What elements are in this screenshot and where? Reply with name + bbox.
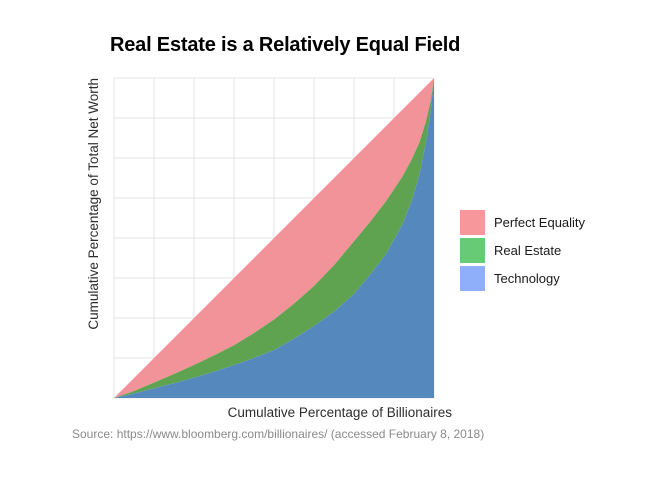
area-perfect-equality bbox=[114, 78, 434, 398]
legend-swatch-technology bbox=[460, 266, 485, 291]
legend-label-real-estate: Real Estate bbox=[494, 243, 562, 258]
chart-title: Real Estate is a Relatively Equal Field bbox=[110, 34, 461, 56]
legend-label-technology: Technology bbox=[494, 271, 560, 286]
legend-swatch-perfect-equality bbox=[460, 210, 485, 235]
legend-swatch-real-estate bbox=[460, 238, 485, 263]
legend-item-real-estate: Real Estate bbox=[460, 238, 585, 263]
legend-item-technology: Technology bbox=[460, 266, 585, 291]
source-caption: Source: https://www.bloomberg.com/billio… bbox=[72, 427, 485, 441]
area-real-estate bbox=[114, 78, 434, 398]
y-axis-label: Cumulative Percentage of Total Net Worth bbox=[86, 78, 101, 330]
area-technology bbox=[114, 78, 434, 398]
lorenz-areas bbox=[114, 78, 434, 398]
legend-label-perfect-equality: Perfect Equality bbox=[494, 215, 586, 230]
legend: Perfect Equality Real Estate Technology bbox=[460, 210, 585, 291]
legend-item-perfect-equality: Perfect Equality bbox=[460, 210, 585, 235]
x-axis-label: Cumulative Percentage of Billionaires bbox=[228, 405, 453, 420]
